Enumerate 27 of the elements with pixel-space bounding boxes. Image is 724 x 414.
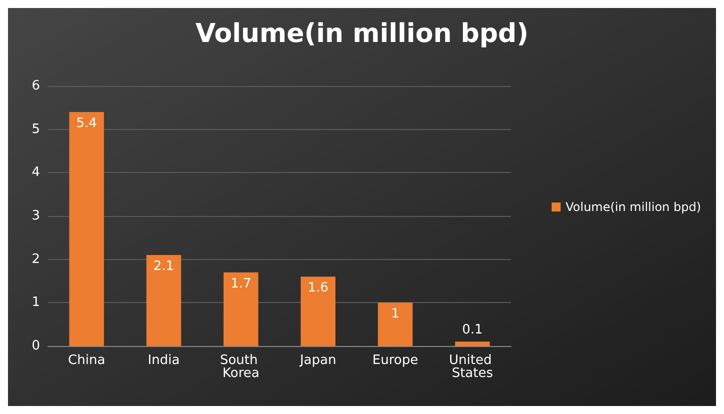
legend-label: Volume(in million bpd) (566, 200, 702, 214)
x-tick-label: China (68, 353, 106, 368)
data-label: 1.6 (308, 280, 328, 296)
chart-title: Volume(in million bpd) (196, 19, 528, 49)
data-label: 2.1 (153, 259, 174, 274)
y-tick-label: 0 (32, 338, 40, 354)
y-tick-label: 2 (32, 252, 40, 267)
y-tick-label: 4 (32, 165, 40, 180)
bar (378, 302, 413, 346)
data-label: 1 (391, 306, 400, 322)
bar (69, 112, 104, 346)
bar (455, 342, 490, 346)
bar (300, 276, 336, 346)
data-label: 5.4 (76, 116, 97, 131)
y-tick-label: 6 (32, 78, 40, 94)
y-tick-label: 1 (32, 295, 40, 310)
data-label: 0.1 (462, 322, 483, 338)
x-tick-label: South Korea (220, 353, 262, 381)
y-tick-label: 3 (32, 208, 40, 224)
bar (146, 255, 182, 346)
bar (224, 272, 258, 346)
x-tick-label: India (148, 353, 180, 368)
x-tick-label: Europe (372, 353, 418, 368)
x-tick-label: Japan (298, 353, 336, 368)
y-tick-label: 5 (32, 122, 40, 137)
x-tick-label: United States (448, 353, 496, 381)
data-label: 1.7 (230, 276, 252, 292)
